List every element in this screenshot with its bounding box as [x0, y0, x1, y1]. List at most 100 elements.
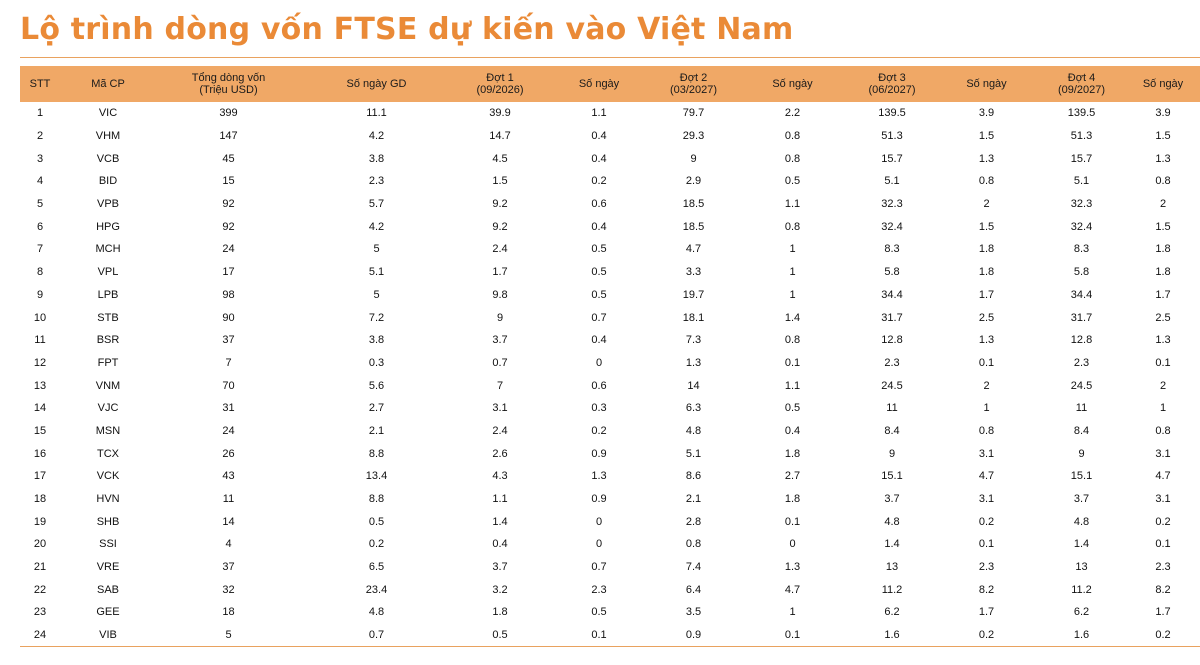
cell-dot-4: 32.3 — [1070, 198, 1093, 211]
cell-so-ngay-1: 0.5 — [591, 606, 607, 619]
cell-dot-3: 13 — [885, 561, 899, 574]
cell-so-ngay-2: 1.4 — [784, 311, 801, 324]
cell-so-ngay-3: 1.5 — [978, 130, 995, 143]
table-row: 8 VPL 17 5.1 1.7 0.5 3.3 1 5.8 1.8 5.8 1.8 — [20, 261, 1200, 284]
column-header-so-ngay-4: Số ngày — [1126, 66, 1200, 102]
cell-dot-1: 4.3 — [492, 470, 508, 483]
cell-so-ngay-3: 1 — [983, 402, 990, 415]
cell-dot-2: 7.3 — [685, 334, 702, 347]
cell-dot-2: 3.5 — [685, 606, 702, 619]
cell-so-ngay-gd: 23.4 — [365, 583, 388, 596]
column-header-label: Đợt 1 — [486, 72, 514, 84]
table-row: 19 SHB 14 0.5 1.4 0 2.8 0.1 4.8 0.2 4.8 0.2 — [20, 510, 1200, 533]
cell-so-ngay-3: 0.2 — [936, 623, 1037, 647]
cell-dot-1: 3.7 — [492, 561, 508, 574]
cell-so-ngay-1: 0.2 — [591, 175, 607, 188]
cell-so-ngay-3: 1.8 — [978, 266, 995, 279]
cell-dot-4: 8.4 — [1073, 424, 1090, 437]
cell-dot-1: 9.8 — [492, 288, 508, 301]
cell-so-ngay-gd: 2.1 — [368, 424, 385, 437]
cell-so-ngay-gd: 0.2 — [368, 538, 385, 551]
cell-ma-cp: BSR — [96, 334, 120, 347]
cell-dot-2: 6.3 — [685, 402, 702, 415]
cell-tong-dong-von: 18 — [222, 606, 235, 619]
table-row: 4 BID 15 2.3 1.5 0.2 2.9 0.5 5.1 0.8 5.1 0.8 — [20, 170, 1200, 193]
cell-stt: 19 — [33, 515, 47, 528]
cell-so-ngay-3: 3.1 — [978, 493, 995, 506]
cell-ma-cp: VRE — [96, 561, 120, 574]
cell-dot-4: 3.7 — [1073, 493, 1090, 506]
cell-ma-cp: VPL — [97, 266, 119, 279]
cell-tong-dong-von: 98 — [222, 288, 235, 301]
cell-stt: 15 — [33, 424, 47, 437]
column-header-dot-1: Đợt 1 (09/2026) — [452, 66, 548, 102]
cell-ma-cp: SHB — [96, 515, 120, 528]
cell-dot-3: 12.8 — [881, 334, 903, 347]
cell-ma-cp: SSI — [99, 538, 117, 551]
cell-dot-3: 31.7 — [881, 311, 903, 324]
cell-so-ngay-4: 1.7 — [1155, 288, 1171, 301]
table-row: 6 HPG 92 4.2 9.2 0.4 18.5 0.8 32.4 1.5 32.4 1.5 — [20, 215, 1200, 238]
column-header-label: Số ngày — [772, 78, 813, 90]
cell-so-ngay-3: 2.5 — [978, 311, 995, 324]
table-body: 1 VIC 399 11.1 39.9 1.1 79.7 2.2 139.5 3.9 139.5 3.… — [20, 102, 1200, 647]
column-header-label: Số ngày — [578, 78, 620, 90]
cell-ma-cp: VCB — [96, 152, 120, 165]
table-header-row: STT Mã CP Tổng dòng vốn (Triệu USD) Số ngày … — [20, 66, 1200, 102]
cell-dot-1: 9 — [496, 311, 504, 324]
cell-so-ngay-1: 0.5 — [591, 243, 607, 256]
cell-dot-2: 79.7 — [682, 107, 705, 120]
cell-dot-4: 32.4 — [1070, 220, 1093, 233]
cell-so-ngay-4: 1.5 — [1155, 130, 1171, 143]
cell-dot-2: 5.1 — [685, 447, 702, 460]
cell-stt: 17 — [33, 470, 47, 483]
cell-dot-1: 3.1 — [492, 402, 508, 415]
cell-dot-4: 15.7 — [1070, 152, 1093, 165]
cell-so-ngay-gd: 2.7 — [368, 402, 385, 415]
cell-so-ngay-3: 1.3 — [978, 334, 995, 347]
cell-tong-dong-von: 92 — [222, 198, 235, 211]
cell-ma-cp: VIB — [60, 623, 156, 647]
cell-so-ngay-2: 0.1 — [784, 515, 801, 528]
cell-stt: 21 — [33, 561, 47, 574]
cell-so-ngay-4: 1.8 — [1155, 243, 1171, 256]
cell-dot-4: 9 — [1078, 447, 1085, 460]
cell-so-ngay-4: 0.2 — [1155, 515, 1171, 528]
cell-so-ngay-2: 1.1 — [784, 379, 801, 392]
column-header-sublabel: (Triệu USD) — [199, 84, 258, 96]
cell-so-ngay-2: 0.8 — [784, 130, 801, 143]
cell-so-ngay-3: 2 — [983, 379, 990, 392]
cell-stt: 14 — [33, 402, 47, 415]
column-header-label: Mã CP — [91, 78, 125, 90]
table-row: 21 VRE 37 6.5 3.7 0.7 7.4 1.3 13 2.3 13 2.3 — [20, 556, 1200, 579]
cell-ma-cp: VCK — [96, 470, 120, 483]
column-header-dot-4: Đợt 4 (09/2027) — [1037, 66, 1126, 102]
table-row: 14 VJC 31 2.7 3.1 0.3 6.3 0.5 11 1 11 1 — [20, 397, 1200, 420]
cell-so-ngay-4: 1 — [1159, 402, 1167, 415]
cell-so-ngay-3: 1.7 — [978, 288, 995, 301]
column-header-label: Đợt 4 — [1067, 72, 1096, 84]
column-header-so-ngay-3: Số ngày — [936, 66, 1037, 102]
cell-so-ngay-4: 1.5 — [1155, 220, 1171, 233]
cell-so-ngay-3: 0.8 — [978, 424, 995, 437]
cell-stt: 20 — [33, 538, 47, 551]
cell-stt: 3 — [36, 152, 44, 165]
cell-dot-4: 12.8 — [1070, 334, 1093, 347]
column-header-so-ngay-gd: Số ngày GD — [301, 66, 452, 102]
cell-stt: 13 — [33, 379, 47, 392]
cell-so-ngay-gd: 3.8 — [368, 152, 385, 165]
cell-so-ngay-4: 1.3 — [1155, 334, 1171, 347]
cell-so-ngay-3: 0.8 — [978, 175, 995, 188]
cell-tong-dong-von: 92 — [222, 220, 235, 233]
cell-dot-3: 32.3 — [881, 198, 903, 211]
cell-dot-2: 2.9 — [685, 175, 702, 188]
cell-so-ngay-2: 2.2 — [784, 107, 801, 120]
cell-dot-4: 24.5 — [1070, 379, 1093, 392]
cell-tong-dong-von: 26 — [222, 447, 235, 460]
table-row: 24 VIB 5 0.7 0.5 0.1 0.9 0.1 1.6 0.2 1.6 0.2 — [20, 623, 1200, 647]
cell-dot-1: 1.5 — [492, 175, 508, 188]
cell-so-ngay-3: 1.8 — [978, 243, 995, 256]
cell-so-ngay-4: 8.2 — [1155, 583, 1171, 596]
cell-dot-1: 3.2 — [492, 583, 508, 596]
table-row: 16 TCX 26 8.8 2.6 0.9 5.1 1.8 9 3.1 9 3.1 — [20, 442, 1200, 465]
